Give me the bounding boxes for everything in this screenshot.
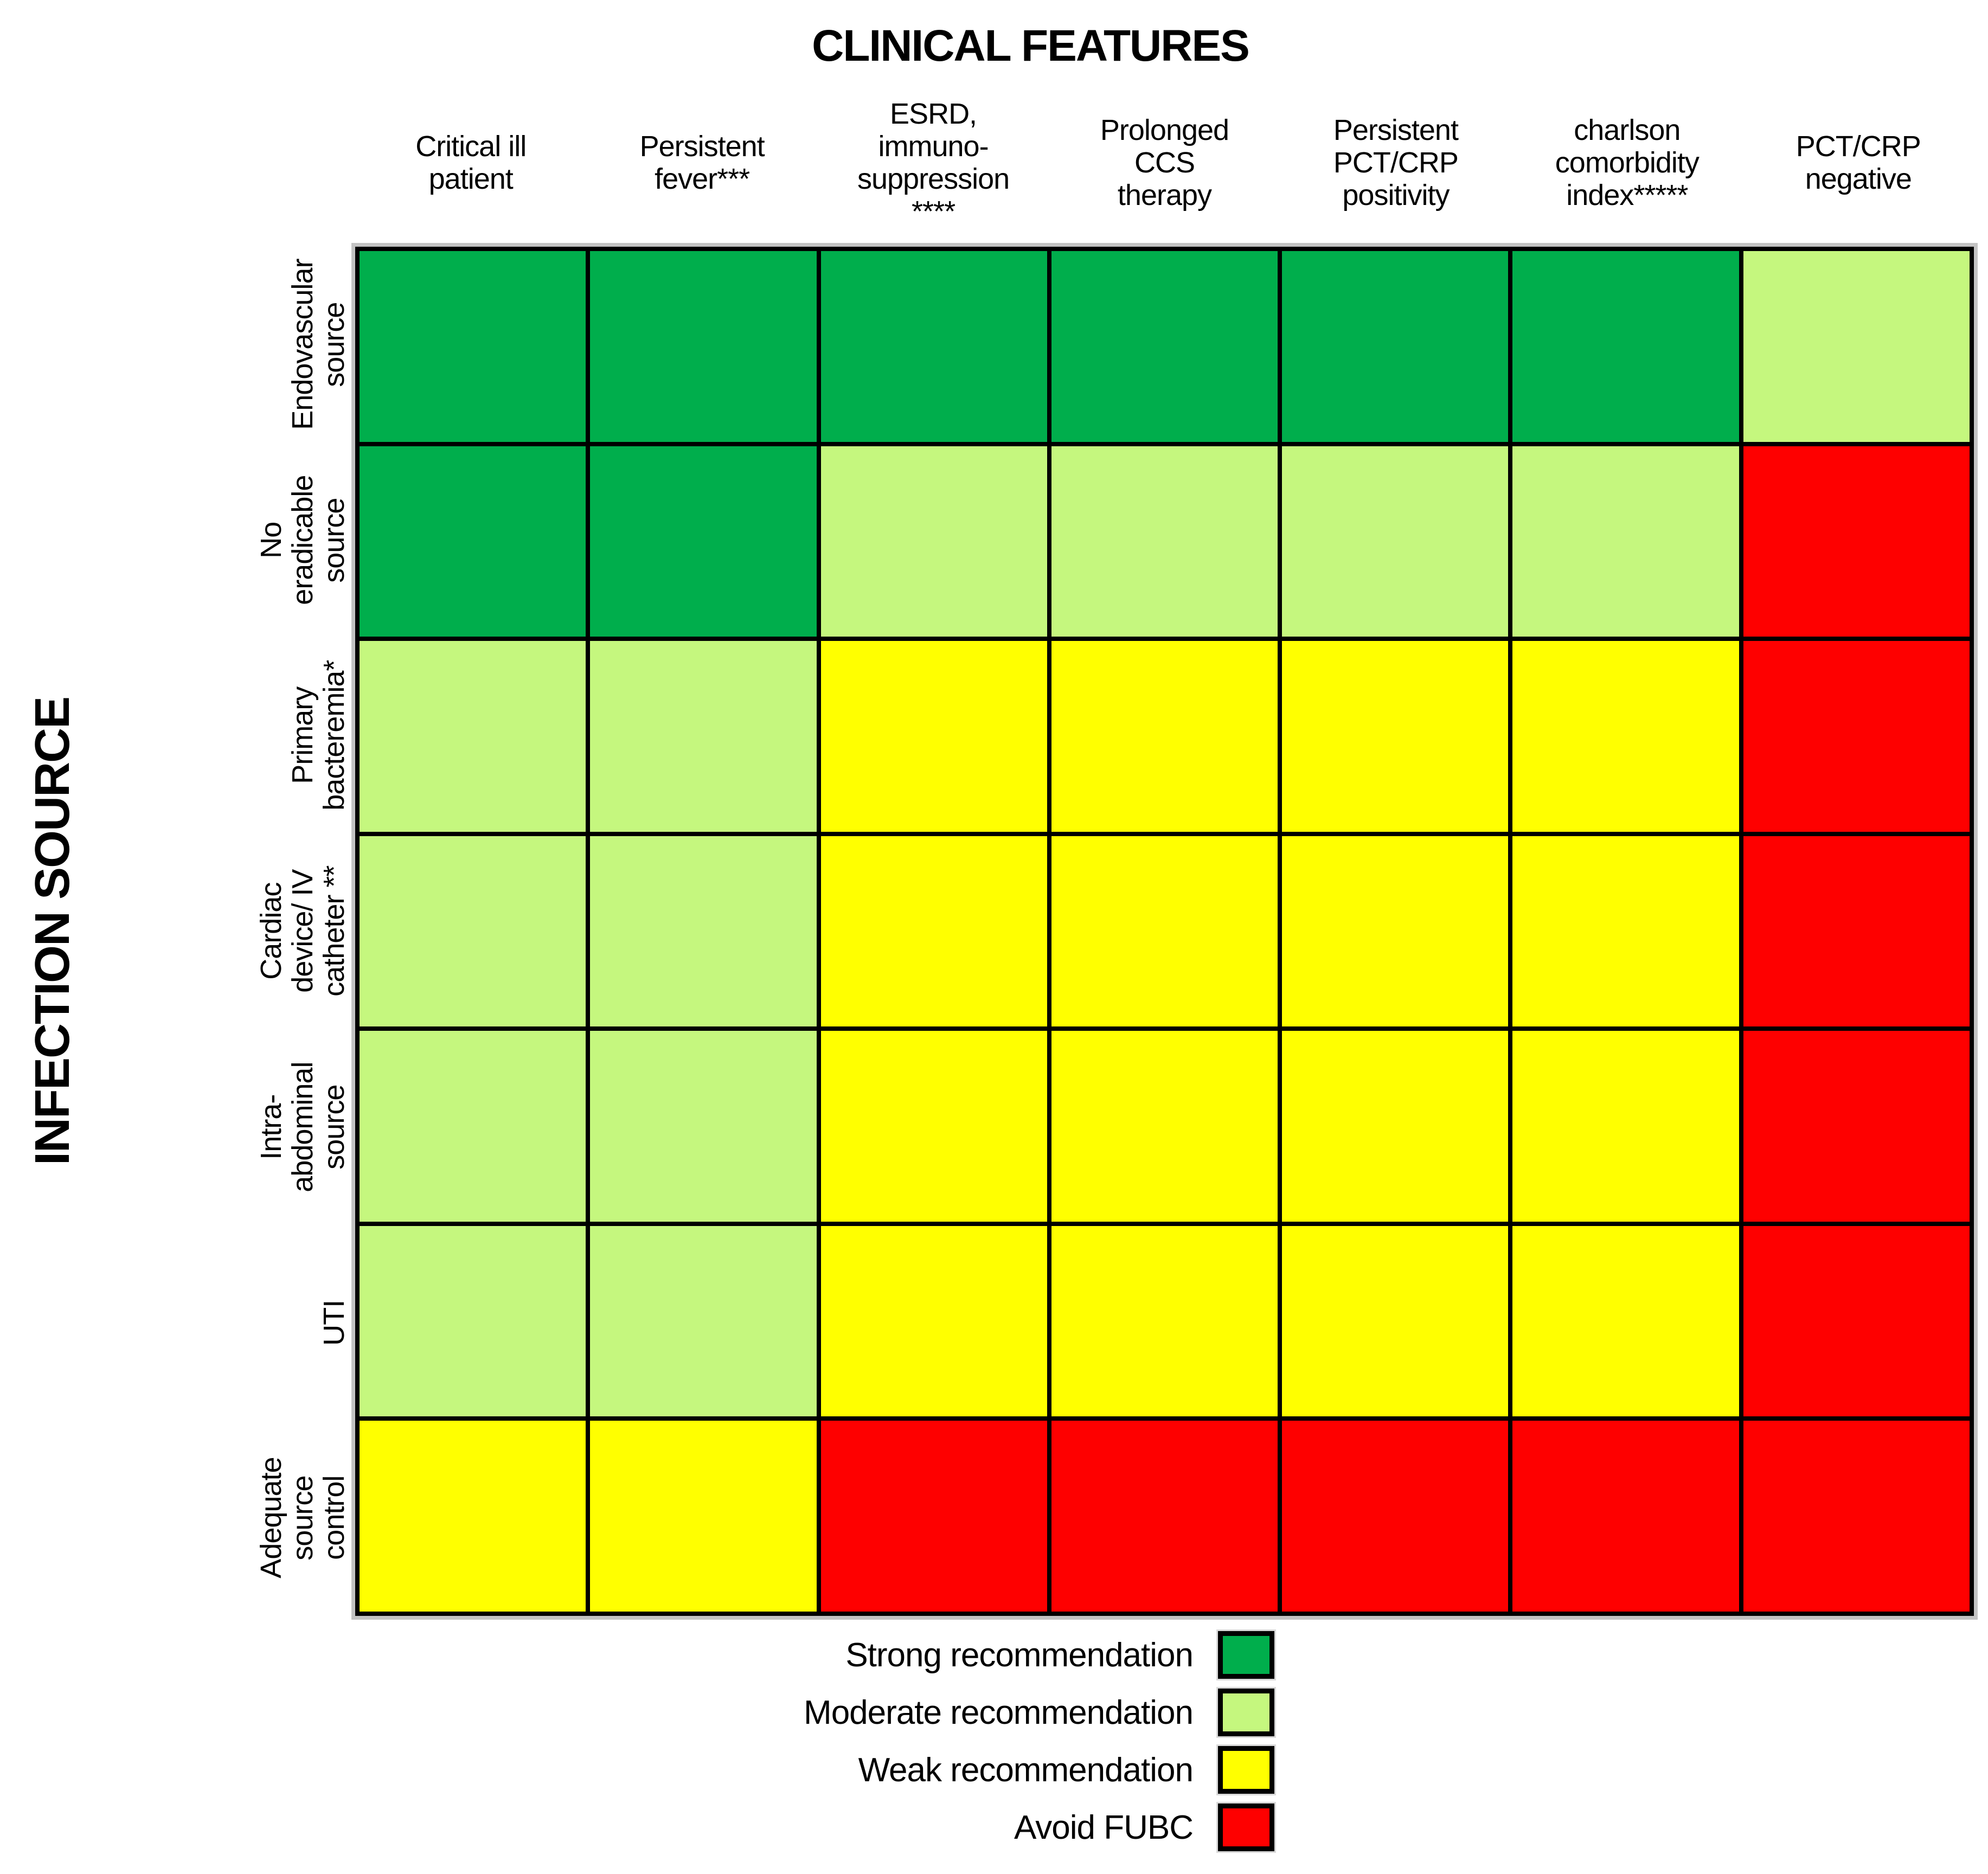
row-label-box-4: Intra- abdominal source xyxy=(157,1029,350,1225)
heatmap-cell-r4-c5 xyxy=(1512,1031,1739,1222)
heatmap-cell-r0-c4 xyxy=(1282,251,1509,442)
heatmap-cell-r2-c5 xyxy=(1512,641,1739,832)
legend-row-strong: Strong recommendation xyxy=(0,1629,1276,1680)
heatmap-cell-r5-c6 xyxy=(1743,1225,1970,1417)
row-label-0: Endovascular source xyxy=(286,259,350,430)
legend-label-moderate: Moderate recommendation xyxy=(804,1693,1194,1731)
row-label-box-2: Primary bacteremia* xyxy=(157,638,350,833)
heatmap-cell-r2-c2 xyxy=(820,641,1047,832)
y-axis-title-box: INFECTION SOURCE xyxy=(8,247,98,1616)
heatmap-cell-r0-c5 xyxy=(1512,251,1739,442)
row-label-box-5: UTI xyxy=(157,1225,350,1421)
heatmap-cell-r3-c2 xyxy=(820,836,1047,1027)
row-label-box-1: No eradicable source xyxy=(157,442,350,638)
heatmap-cell-r4-c4 xyxy=(1282,1031,1509,1222)
heatmap-grid xyxy=(351,243,1978,1620)
heatmap-cell-r6-c5 xyxy=(1512,1421,1739,1612)
heatmap-cell-r6-c1 xyxy=(590,1421,817,1612)
heatmap-cell-r5-c4 xyxy=(1282,1225,1509,1417)
legend-swatch-moderate xyxy=(1216,1687,1276,1738)
row-label-box-3: Cardiac device/ IV catheter ** xyxy=(157,833,350,1029)
column-header-3: Prolonged CCS therapy xyxy=(1100,114,1229,211)
legend-label-strong: Strong recommendation xyxy=(845,1636,1194,1674)
row-label-6: Adequate source control xyxy=(255,1458,350,1579)
heatmap-cell-r1-c0 xyxy=(360,446,586,637)
heatmap-cell-r0-c0 xyxy=(360,251,586,442)
heatmap-cell-r5-c2 xyxy=(820,1225,1047,1417)
column-header-2: ESRD, immuno- suppression **** xyxy=(857,98,1010,228)
legend-swatch-avoid xyxy=(1216,1802,1276,1853)
legend-row-avoid: Avoid FUBC xyxy=(0,1802,1276,1853)
x-axis-title: CLINICAL FEATURES xyxy=(812,21,1250,70)
column-headers: Critical ill patient Persistent fever*** E… xyxy=(355,81,1974,244)
heatmap-cell-r3-c1 xyxy=(590,836,817,1027)
heatmap-cell-r6-c2 xyxy=(820,1421,1047,1612)
heatmap-cell-r6-c0 xyxy=(360,1421,586,1612)
heatmap-cell-r5-c0 xyxy=(360,1225,586,1417)
heatmap-cell-r0-c1 xyxy=(590,251,817,442)
heatmap-cell-r5-c5 xyxy=(1512,1225,1739,1417)
row-label-2: Primary bacteremia* xyxy=(286,660,350,811)
heatmap-cell-r4-c6 xyxy=(1743,1031,1970,1222)
heatmap-cell-r2-c4 xyxy=(1282,641,1509,832)
heatmap-cell-r4-c1 xyxy=(590,1031,817,1222)
heatmap-cell-r1-c1 xyxy=(590,446,817,637)
heatmap-cell-r0-c2 xyxy=(820,251,1047,442)
heatmap-cell-r6-c6 xyxy=(1743,1421,1970,1612)
heatmap-cell-r6-c4 xyxy=(1282,1421,1509,1612)
heatmap-cell-r2-c0 xyxy=(360,641,586,832)
legend-label-weak: Weak recommendation xyxy=(858,1751,1194,1789)
legend-row-moderate: Moderate recommendation xyxy=(0,1687,1276,1738)
heatmap-cell-r1-c4 xyxy=(1282,446,1509,637)
row-label-1: No eradicable source xyxy=(255,475,350,605)
heatmap-cell-r3-c5 xyxy=(1512,836,1739,1027)
column-header-1: Persistent fever*** xyxy=(639,130,765,195)
heatmap-cell-r2-c3 xyxy=(1051,641,1278,832)
heatmap-cell-r4-c3 xyxy=(1051,1031,1278,1222)
column-header-5: charlson comorbidity index***** xyxy=(1555,114,1700,211)
legend-row-weak: Weak recommendation xyxy=(0,1744,1276,1795)
heatmap-cell-r3-c3 xyxy=(1051,836,1278,1027)
row-label-box-0: Endovascular source xyxy=(157,247,350,442)
legend: Strong recommendation Moderate recommenda… xyxy=(0,1629,1276,1853)
row-label-5: UTI xyxy=(318,1299,350,1345)
heatmap-cell-r5-c3 xyxy=(1051,1225,1278,1417)
heatmap-cell-r0-c3 xyxy=(1051,251,1278,442)
row-label-3: Cardiac device/ IV catheter ** xyxy=(255,865,350,997)
heatmap-cell-r2-c1 xyxy=(590,641,817,832)
legend-swatch-strong xyxy=(1216,1629,1276,1680)
column-header-6: PCT/CRP negative xyxy=(1795,130,1921,195)
heatmap-cell-r1-c6 xyxy=(1743,446,1970,637)
y-axis-title: INFECTION SOURCE xyxy=(25,697,80,1166)
row-label-box-6: Adequate source control xyxy=(157,1420,350,1616)
heatmap-cell-r4-c0 xyxy=(360,1031,586,1222)
heatmap-cell-r2-c6 xyxy=(1743,641,1970,832)
heatmap-cell-r1-c2 xyxy=(820,446,1047,637)
heatmap-cell-r3-c4 xyxy=(1282,836,1509,1027)
heatmap-cell-r0-c6 xyxy=(1743,251,1970,442)
column-header-0: Critical ill patient xyxy=(415,130,527,195)
legend-swatch-weak xyxy=(1216,1744,1276,1795)
legend-label-avoid: Avoid FUBC xyxy=(1014,1808,1194,1846)
heatmap-cell-r3-c0 xyxy=(360,836,586,1027)
heatmap-cell-r5-c1 xyxy=(590,1225,817,1417)
heatmap-cell-r1-c3 xyxy=(1051,446,1278,637)
column-header-4: Persistent PCT/CRP positivity xyxy=(1333,114,1459,211)
heatmap-cell-r3-c6 xyxy=(1743,836,1970,1027)
row-label-4: Intra- abdominal source xyxy=(255,1062,350,1192)
heatmap-cell-r4-c2 xyxy=(820,1031,1047,1222)
heatmap-cell-r1-c5 xyxy=(1512,446,1739,637)
heatmap-cell-r6-c3 xyxy=(1051,1421,1278,1612)
